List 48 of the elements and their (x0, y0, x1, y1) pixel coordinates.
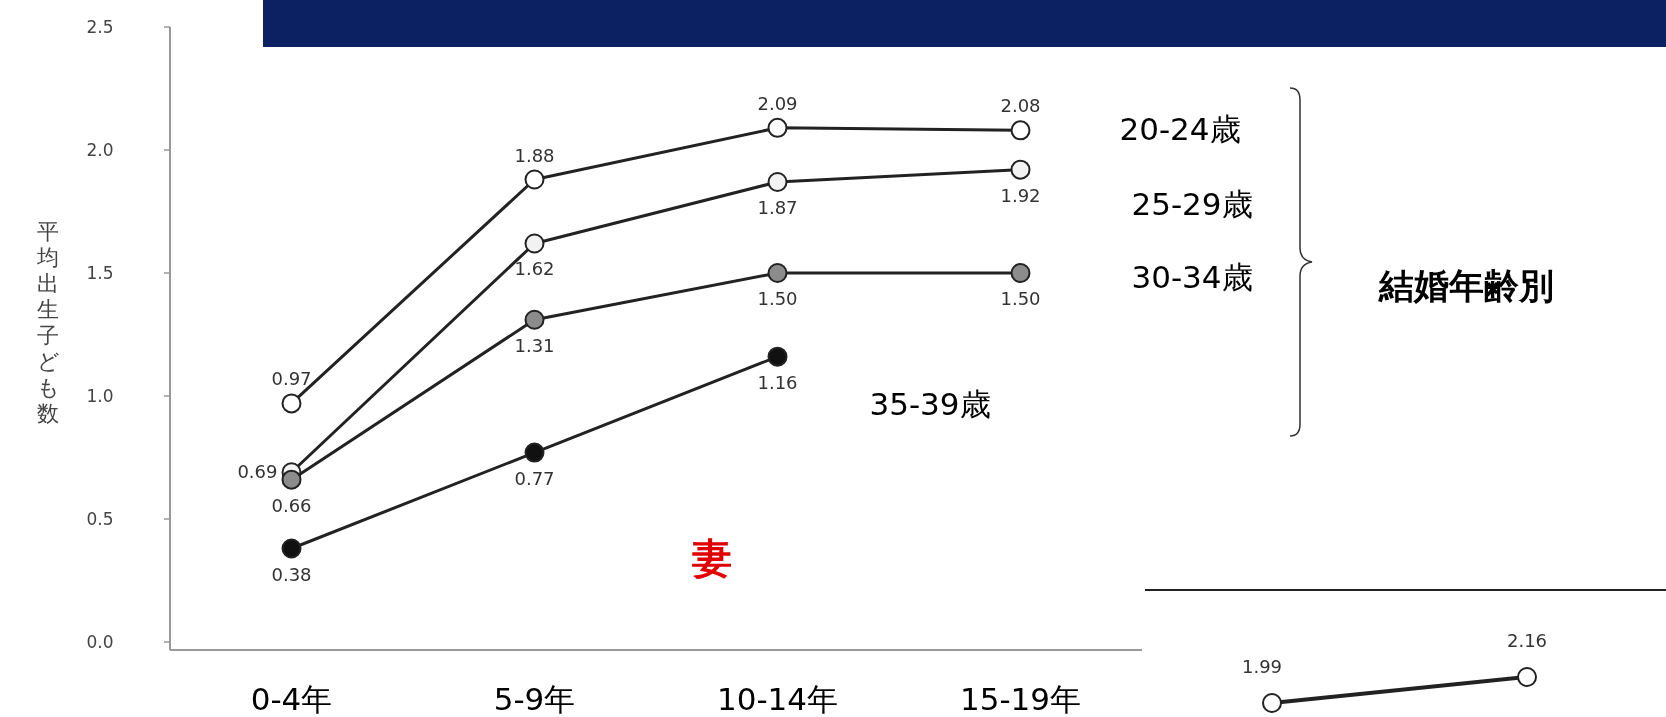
data-label: 2.09 (757, 92, 798, 114)
data-label: 1.62 (514, 258, 555, 280)
point (767, 346, 788, 367)
point (524, 442, 545, 463)
data-label: 0.97 (271, 368, 312, 390)
data-label: 1.99 (1241, 656, 1283, 677)
point (281, 469, 302, 490)
data-label: 2.08 (1000, 95, 1041, 117)
data-label: 1.31 (514, 334, 555, 356)
data-label: 1.16 (757, 371, 798, 393)
y-tick-label: 1.5 (86, 263, 114, 283)
data-label: 2.16 (1506, 630, 1548, 651)
y-tick-label: 0.0 (86, 632, 114, 652)
y-tick-label: 1.0 (86, 386, 114, 406)
y-tick-label: 2.5 (86, 17, 114, 37)
y-axis-title: 平均出生子ども数 (36, 219, 60, 426)
point (1010, 120, 1031, 141)
point (767, 263, 788, 283)
point (767, 171, 788, 192)
data-label: 1.88 (514, 144, 555, 166)
y-tick-label: 2.0 (86, 140, 114, 160)
data-label: 1.87 (757, 196, 798, 218)
point (524, 309, 545, 330)
data-label: 0.77 (514, 467, 555, 489)
annotation: 妻 (691, 535, 732, 581)
data-label: 0.69 (237, 461, 278, 483)
text: 30-34歳 (1131, 259, 1253, 295)
point (767, 117, 788, 138)
point (524, 233, 545, 254)
x-tick-label: 15-19年 (959, 681, 1082, 717)
x-tick-label: 5-9年 (493, 681, 576, 717)
legend-title: 結婚年齢別 (1377, 266, 1554, 306)
data-label: 1.92 (1000, 184, 1041, 206)
data-label: 0.66 (271, 494, 312, 516)
text: 35-39歳 (869, 386, 991, 422)
text: 25-29歳 (1131, 186, 1253, 222)
point (281, 393, 302, 414)
point (1010, 159, 1031, 180)
point (281, 538, 302, 559)
data-label: 0.38 (271, 563, 312, 585)
data-label: 1.50 (757, 288, 798, 309)
y-tick-label: 0.5 (86, 509, 114, 529)
text: 20-24歳 (1119, 111, 1241, 147)
x-tick-label: 0-4年 (250, 681, 333, 717)
point (524, 169, 545, 190)
x-tick-label: 10-14年 (716, 681, 839, 717)
data-label: 1.50 (1000, 288, 1041, 309)
point (1010, 263, 1031, 283)
